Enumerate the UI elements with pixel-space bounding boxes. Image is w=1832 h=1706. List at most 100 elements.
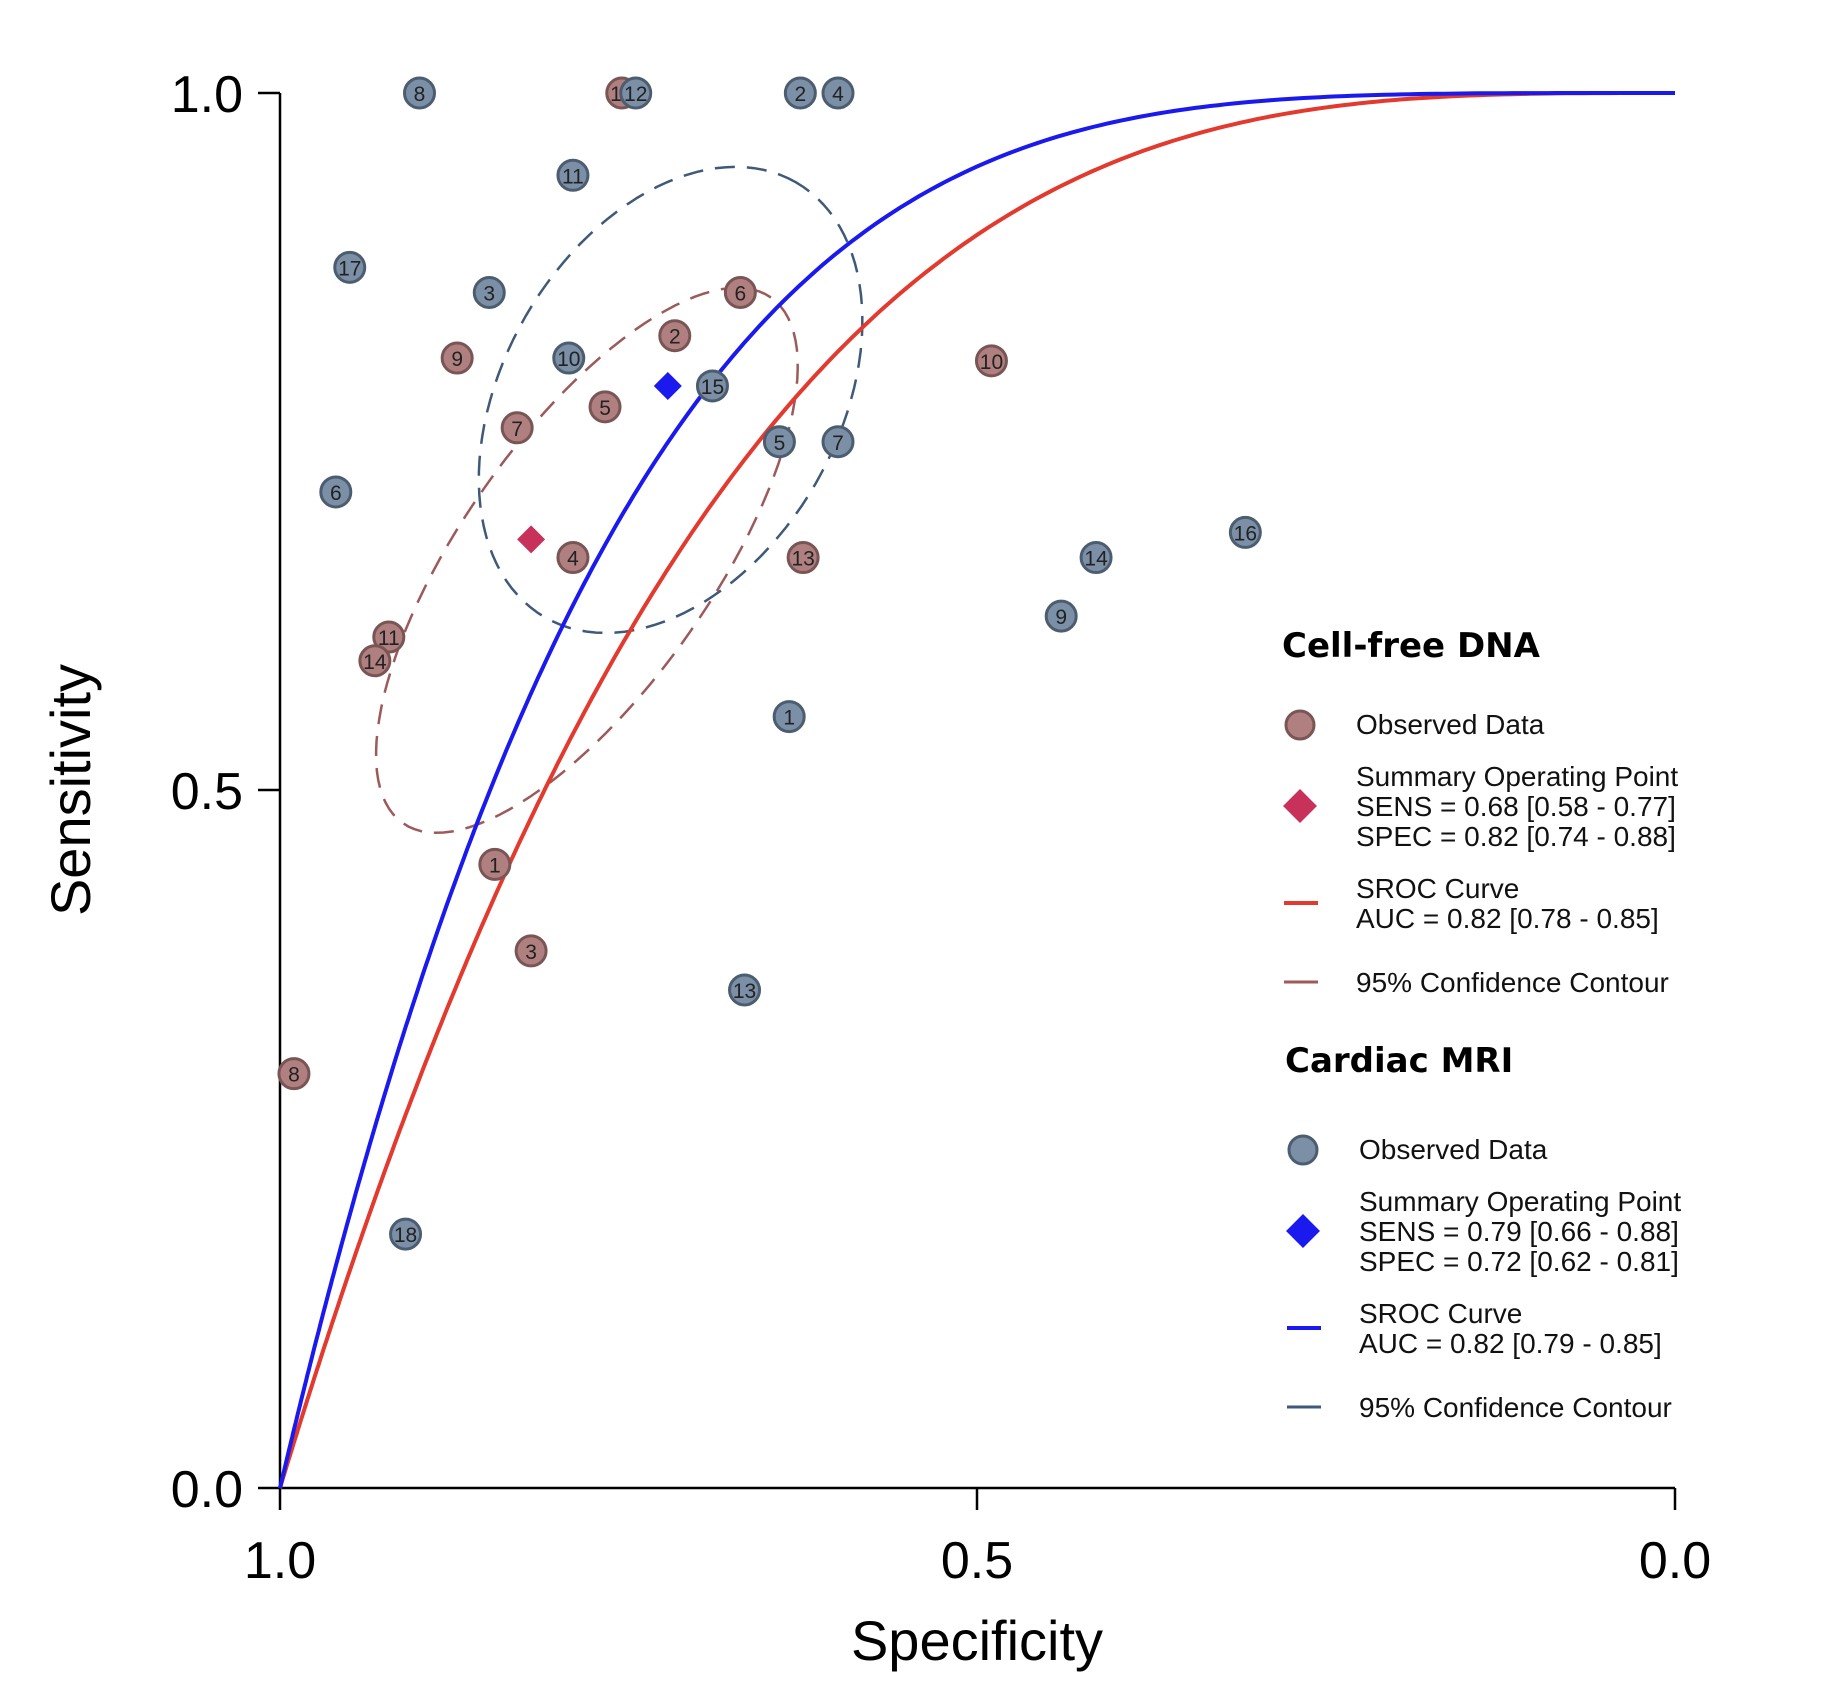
- y-tick-label: 0.5: [171, 763, 243, 821]
- observed-point-label: 5: [599, 397, 611, 420]
- y-tick-label: 1.0: [171, 66, 243, 124]
- legend-summary-marker: [1286, 1214, 1320, 1248]
- observed-point: [1079, 541, 1113, 575]
- observed-point-label: 6: [735, 282, 747, 305]
- sroc-curves: [278, 91, 1675, 1490]
- summary-operating-point: [517, 525, 546, 554]
- observed-point-label: 7: [832, 432, 844, 455]
- observed-point-label: 14: [1084, 548, 1108, 571]
- legend: Cell-free DNA Observed Data Summary Oper…: [1282, 626, 1681, 1423]
- observed-point: [821, 76, 855, 110]
- observed-point: [728, 973, 762, 1007]
- observed-point-label: 6: [330, 482, 342, 505]
- legend-sroc-label: SROC Curve: [1356, 873, 1519, 904]
- observed-point: [974, 344, 1008, 378]
- observed-point-label: 15: [701, 376, 724, 399]
- observed-point-label: 10: [980, 351, 1003, 374]
- observed-point-label: 11: [378, 627, 400, 650]
- observed-point-label: 8: [288, 1064, 300, 1087]
- confidence-contours: [374, 165, 864, 835]
- observed-point: [786, 541, 820, 575]
- observed-point-label: 9: [451, 348, 463, 371]
- observed-point-label: 13: [791, 548, 814, 571]
- observed-point-label: 3: [483, 282, 495, 305]
- axes: 1.0 0.5 0.0 1.0 0.5 0.0 Specificity Sens…: [39, 66, 1711, 1672]
- observed-point: [440, 341, 474, 375]
- observed-point: [556, 541, 590, 575]
- observed-point: [403, 76, 436, 110]
- observed-point: [472, 275, 506, 309]
- x-axis-title: Specificity: [851, 1609, 1103, 1672]
- observed-point-label: 1: [783, 707, 795, 730]
- legend-summary-marker: [1283, 789, 1317, 823]
- legend-sroc-auc: AUC = 0.82 [0.79 - 0.85]: [1359, 1328, 1662, 1359]
- observed-point: [1228, 515, 1262, 549]
- observed-point: [783, 76, 817, 110]
- observed-point-label: 5: [774, 432, 786, 455]
- observed-point: [695, 369, 729, 403]
- legend-sroc-label: SROC Curve: [1359, 1298, 1522, 1329]
- observed-point-label: 11: [562, 165, 584, 188]
- x-tick-label: 0.5: [941, 1532, 1013, 1590]
- legend-observed-marker: [1284, 709, 1316, 741]
- observed-point-label: 14: [363, 651, 387, 674]
- sroc-curve: [278, 91, 1675, 1489]
- observed-point-label: 1: [489, 854, 501, 877]
- legend-summary-sens: SENS = 0.79 [0.66 - 0.88]: [1359, 1216, 1679, 1247]
- observed-point: [723, 275, 757, 309]
- observed-point-label: 9: [1055, 606, 1067, 629]
- observed-point-label: 12: [624, 83, 647, 106]
- observed-points: 1234567891011121314123456789101112131415…: [277, 76, 1262, 1251]
- observed-point: [619, 76, 653, 110]
- legend-contour-label: 95% Confidence Contour: [1359, 1392, 1672, 1423]
- legend-observed-label: Observed Data: [1359, 1134, 1548, 1165]
- summary-operating-point: [653, 371, 682, 400]
- legend-observed-marker: [1287, 1134, 1319, 1166]
- observed-point: [1044, 599, 1078, 633]
- observed-point: [319, 475, 353, 509]
- observed-point: [333, 250, 367, 284]
- observed-point-label: 2: [669, 326, 681, 349]
- observed-point: [478, 847, 512, 881]
- confidence-contour: [477, 165, 864, 635]
- observed-point-label: 10: [557, 348, 580, 371]
- observed-point-label: 17: [338, 257, 361, 280]
- y-axis-title: Sensitivity: [39, 664, 102, 916]
- observed-point: [358, 644, 392, 678]
- observed-point-label: 4: [567, 548, 579, 571]
- observed-point: [658, 319, 692, 353]
- confidence-contour: [374, 286, 799, 835]
- legend-summary-label: Summary Operating Point: [1356, 761, 1678, 792]
- legend-summary-sens: SENS = 0.68 [0.58 - 0.77]: [1356, 791, 1676, 822]
- observed-point: [514, 934, 548, 968]
- legend-contour-label: 95% Confidence Contour: [1356, 967, 1669, 998]
- legend-observed-label: Observed Data: [1356, 709, 1545, 740]
- legend-summary-label: Summary Operating Point: [1359, 1186, 1681, 1217]
- observed-point: [821, 425, 855, 459]
- observed-point-label: 3: [525, 941, 537, 964]
- observed-point: [772, 700, 806, 734]
- sroc-curve: [278, 91, 1675, 1490]
- observed-point: [762, 425, 796, 459]
- legend-sroc-auc: AUC = 0.82 [0.78 - 0.85]: [1356, 903, 1659, 934]
- y-tick-label: 0.0: [171, 1461, 243, 1519]
- observed-point: [556, 158, 590, 192]
- legend-summary-spec: SPEC = 0.82 [0.74 - 0.88]: [1356, 821, 1676, 852]
- observed-point: [500, 411, 534, 445]
- legend-group-title: Cardiac MRI: [1285, 1041, 1513, 1081]
- observed-point: [277, 1057, 311, 1091]
- observed-point-label: 16: [1234, 522, 1257, 545]
- x-tick-label: 0.0: [1639, 1532, 1711, 1590]
- observed-point-label: 7: [511, 418, 523, 441]
- summary-points: [517, 371, 682, 554]
- legend-group-title: Cell-free DNA: [1282, 626, 1541, 666]
- observed-point-label: 2: [794, 83, 806, 106]
- legend-summary-spec: SPEC = 0.72 [0.62 - 0.81]: [1359, 1246, 1679, 1277]
- observed-point-label: 4: [832, 83, 844, 106]
- observed-point-label: 13: [733, 980, 756, 1003]
- observed-point: [588, 390, 622, 424]
- observed-point: [552, 341, 586, 375]
- observed-point: [389, 1217, 423, 1251]
- observed-point-label: 8: [414, 83, 426, 106]
